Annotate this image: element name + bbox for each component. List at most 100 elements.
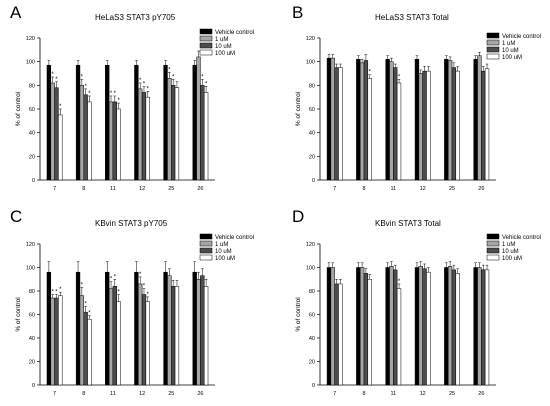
significance-marker: * (398, 279, 401, 285)
bar-a-26-series-1 (196, 56, 201, 181)
x-tick-label: 25 (449, 391, 455, 397)
bar-b-12-series-3 (426, 70, 431, 181)
x-tick-label: 25 (168, 391, 174, 397)
bar-c-7-series-1 (50, 297, 55, 386)
bar-b-26-series-2 (481, 70, 486, 181)
bar-c-8-series-1 (79, 295, 84, 386)
x-tick-label: 11 (110, 391, 116, 397)
bar-c-8-series-2 (83, 311, 88, 386)
y-tick-label: 20 (29, 154, 35, 160)
x-tick-label: 12 (420, 186, 426, 192)
bar-d-12-series-2 (422, 268, 427, 386)
bar-b-12-series-2 (422, 70, 427, 181)
legend-label: 100 uM (215, 51, 235, 57)
bar-c-8-series-3 (87, 318, 92, 386)
significance-marker: * (172, 74, 175, 80)
y-tick-label: 40 (309, 336, 315, 342)
x-tick-label: 11 (110, 186, 116, 192)
chart-panel-a: A HeLaS3 STAT3 pY705 % of control 0 20 40 60 80… (10, 3, 254, 192)
significance-marker: * (147, 292, 150, 298)
bar-d-11-series-1 (389, 266, 394, 386)
bar-a-8-series-3 (87, 101, 92, 181)
legend-swatch (199, 28, 213, 35)
bar-c-11-series-0 (105, 271, 110, 386)
legend-swatch (486, 254, 500, 261)
bar-a-8-series-1 (79, 85, 84, 181)
y-tick-label: 20 (309, 360, 315, 366)
legend-label: Vehicle control (502, 34, 541, 40)
bar-c-7-series-3 (58, 295, 63, 386)
y-tick-label: 80 (29, 83, 35, 89)
bar-b-8-series-1 (359, 62, 365, 181)
y-tick-label: 60 (309, 107, 315, 113)
x-tick-label: 7 (333, 186, 336, 192)
bar-b-25-series-3 (455, 70, 460, 181)
bar-c-7-series-2 (54, 297, 59, 386)
bar-d-7-series-2 (334, 283, 339, 386)
bar-d-11-series-2 (393, 269, 398, 386)
y-tick-label: 60 (309, 313, 315, 319)
significance-marker: * (143, 284, 146, 290)
y-tick-label: 20 (309, 154, 315, 160)
bar-c-25-series-2 (171, 286, 176, 386)
significance-marker: * (114, 274, 117, 280)
significance-marker: * (143, 82, 146, 88)
bar-b-25-series-0 (444, 59, 449, 181)
y-axis-label: % of control (15, 91, 22, 126)
bar-d-25-series-1 (447, 266, 453, 386)
significance-marker: * (139, 272, 142, 278)
bar-c-12-series-0 (134, 271, 139, 386)
bar-b-11-series-1 (389, 61, 394, 181)
significance-marker: * (110, 91, 113, 97)
significance-marker: * (205, 82, 208, 88)
bar-b-8-series-0 (356, 59, 361, 181)
y-tick-label: 0 (312, 383, 315, 389)
chart-title: KBvin STAT3 Total (375, 219, 441, 228)
significance-marker: * (88, 311, 91, 317)
bar-a-12-series-0 (134, 64, 139, 181)
legend-label: 10 uM (215, 44, 232, 50)
x-tick-label: 25 (449, 186, 455, 192)
significance-marker: * (84, 84, 87, 90)
chart-panel-c: C KBvin STAT3 pY705 % of control 0 20 40 60 80 1… (10, 207, 254, 397)
significance-marker: * (398, 74, 401, 80)
y-tick-label: 100 (26, 60, 35, 66)
bar-b-7-series-3 (338, 67, 343, 181)
bar-b-26-series-0 (473, 59, 478, 181)
y-tick-label: 80 (309, 289, 315, 295)
bar-c-11-series-2 (112, 286, 117, 386)
x-tick-label: 11 (390, 391, 396, 397)
y-tick-label: 60 (29, 313, 35, 319)
x-tick-label: 26 (478, 186, 484, 192)
legend-swatch (199, 247, 213, 254)
bar-a-8-series-0 (75, 64, 81, 181)
legend-swatch (486, 247, 500, 254)
x-tick-label: 26 (197, 186, 203, 192)
bar-d-8-series-1 (359, 267, 365, 386)
x-tick-label: 11 (390, 186, 396, 192)
legend-swatch (486, 240, 500, 247)
significance-marker: * (52, 290, 55, 296)
x-tick-label: 8 (362, 391, 365, 397)
x-tick-label: 8 (362, 186, 365, 192)
y-tick-label: 40 (29, 131, 35, 137)
legend-label: 10 uM (502, 48, 519, 54)
x-tick-label: 12 (139, 186, 145, 192)
bar-c-12-series-3 (145, 301, 150, 386)
bar-d-8-series-2 (363, 273, 369, 386)
bar-b-26-series-3 (484, 68, 490, 181)
bar-d-12-series-3 (426, 271, 431, 386)
bar-d-8-series-0 (356, 267, 361, 386)
bar-a-12-series-3 (145, 96, 150, 181)
significance-marker: * (59, 287, 62, 293)
bar-c-8-series-0 (75, 271, 81, 386)
x-tick-label: 26 (197, 391, 203, 397)
bar-d-26-series-1 (477, 267, 482, 386)
bar-c-11-series-1 (108, 288, 114, 386)
legend-label: 1 uM (502, 242, 515, 248)
significance-marker: * (52, 72, 55, 78)
bar-b-25-series-1 (447, 60, 453, 181)
legend-swatch (199, 42, 213, 49)
